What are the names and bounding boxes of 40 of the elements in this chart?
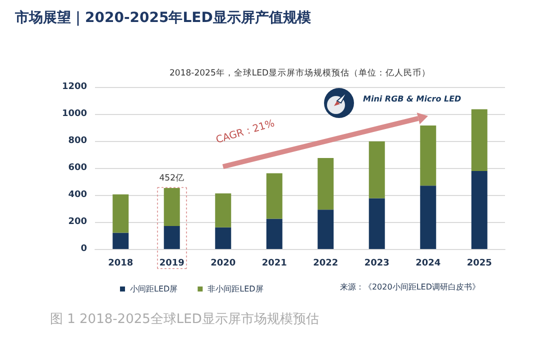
y-tick-label: 0 (80, 244, 87, 254)
legend-label: 非小间距LED屏 (208, 284, 264, 294)
bar (215, 227, 232, 249)
bar (420, 186, 436, 249)
bar (164, 188, 180, 226)
bar (112, 194, 129, 233)
annotation: Mini RGB & Micro LED (363, 94, 462, 104)
y-tick-label: 1000 (62, 109, 87, 119)
bar (420, 125, 436, 186)
bar (266, 173, 282, 219)
y-tick-label: 1200 (62, 82, 87, 92)
bar (215, 193, 232, 228)
annotation: 452亿 (159, 172, 184, 184)
source-note: 来源：《2020小间距LED调研白皮书》 (340, 282, 480, 292)
chart-subtitle: 2018-2025年，全球LED显示屏市场规模预估（单位：亿人民币） (170, 68, 430, 78)
bar (164, 226, 180, 249)
bar (368, 141, 385, 198)
y-tick-label: 200 (68, 217, 87, 227)
x-tick-label: 2022 (313, 258, 338, 268)
bar (318, 158, 334, 210)
chart-title: 市场展望｜2020-2025年LED显示屏产值规模 (14, 9, 312, 26)
y-tick-label: 800 (68, 136, 87, 146)
bar (471, 109, 488, 171)
y-tick-label: 400 (68, 190, 87, 200)
x-tick-label: 2018 (108, 258, 134, 268)
x-tick-label: 2025 (466, 258, 492, 268)
bar (318, 210, 334, 249)
annotation: CAGR：21% (214, 118, 276, 146)
x-tick-label: 2023 (364, 258, 390, 268)
x-tick-label: 2020 (210, 258, 236, 268)
bar (266, 218, 282, 249)
x-tick-label: 2021 (262, 258, 287, 268)
legend-label: 小间距LED屏 (130, 284, 178, 294)
caption: 图 1 2018-2025全球LED显示屏市场规模预估 (50, 312, 319, 327)
bar (112, 232, 129, 249)
bar (471, 170, 488, 249)
x-tick-label: 2024 (416, 258, 441, 268)
y-tick-label: 600 (68, 163, 87, 173)
bar (368, 198, 385, 249)
x-tick-label: 2019 (159, 258, 184, 268)
